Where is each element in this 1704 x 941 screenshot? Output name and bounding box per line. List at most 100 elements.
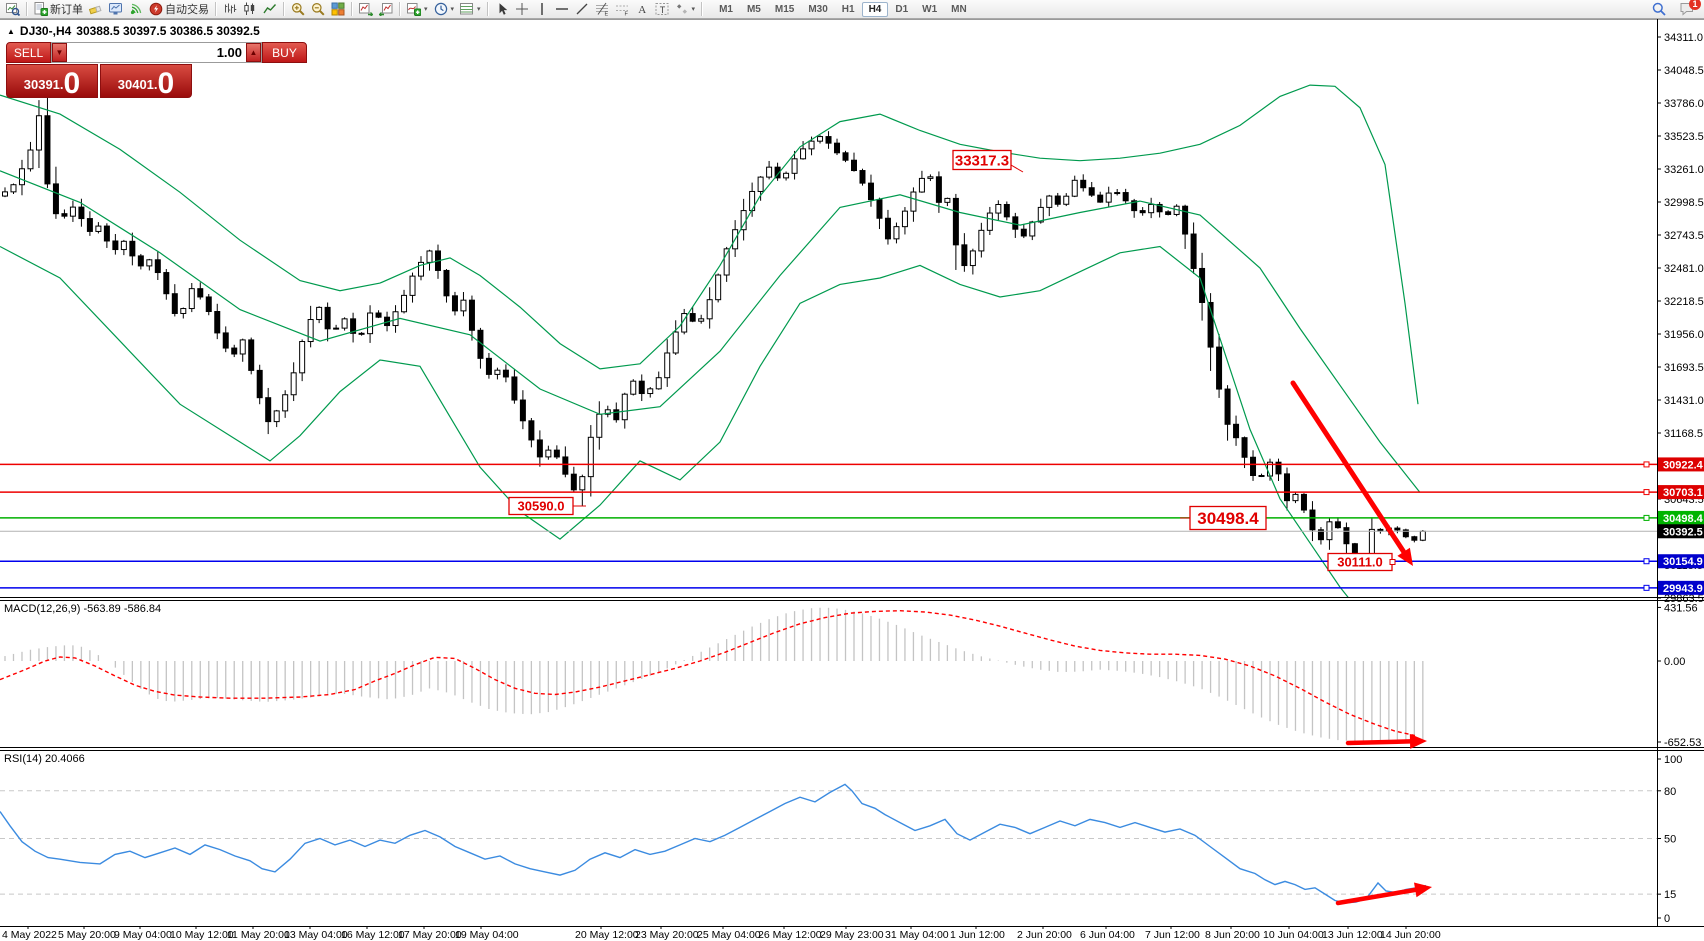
svg-text:20 May 12:00: 20 May 12:00 [575,929,639,941]
arrow-price[interactable] [1290,380,1407,555]
toolbar-separator [215,2,217,16]
timeframe-mn[interactable]: MN [951,3,967,15]
volume-input[interactable] [67,43,246,62]
timeframe-m15[interactable]: M15 [774,3,795,15]
svg-text:16 May 12:00: 16 May 12:00 [341,929,405,941]
price-label-box[interactable] [952,149,1012,171]
svg-text:31 May 04:00: 31 May 04:00 [885,929,949,941]
monitor-button[interactable] [106,0,126,18]
vertical-line-button[interactable] [532,0,552,18]
svg-text:30498.4: 30498.4 [1197,509,1259,528]
price-label-box[interactable] [1189,505,1267,531]
search-button[interactable] [1649,0,1669,18]
cursor-button[interactable] [492,0,512,18]
hline-handle[interactable] [1643,461,1650,468]
crosshair-button[interactable] [512,0,532,18]
channel-button[interactable]: F [612,0,632,18]
svg-text:14 Jun 20:00: 14 Jun 20:00 [1380,929,1441,941]
price-badges: 30922.4 30703.1 30498.4 30154.9 29943.9 30392… [1658,457,1704,595]
collapse-trade-panel-icon[interactable]: ▲ [7,26,15,36]
trendline-button[interactable] [572,0,592,18]
svg-text:9 May 04:00: 9 May 04:00 [114,929,172,941]
toolbar-separator [26,2,28,16]
tile-windows-button[interactable] [328,0,348,18]
eraser-button[interactable] [86,0,106,18]
chevron-down-icon: ▾ [691,6,696,13]
chart-profile-next-button[interactable] [356,0,376,18]
svg-text:4 May 2022: 4 May 2022 [2,929,57,941]
new-order-button[interactable]: 新订单 [31,0,86,19]
timeframe-m5[interactable]: M5 [746,3,761,15]
toolbar-button-label: 自动交易 [165,4,209,16]
cursor-icon [499,3,507,15]
timeframe-m1[interactable]: M1 [719,3,733,15]
chart-search-button[interactable] [3,0,23,18]
shapes-button[interactable]: ▾ [672,0,699,18]
svg-text:0.00: 0.00 [1664,656,1685,668]
svg-text:31956.0: 31956.0 [1664,329,1704,341]
timeframe-m30[interactable]: M30 [808,3,828,15]
autotrade-icon [149,2,163,16]
volume-decrease-button[interactable]: ▼ [52,43,67,62]
text-button[interactable]: A [632,0,652,18]
buy-price-panel[interactable]: 30401. 0 [100,64,192,99]
line-chart-button[interactable] [260,0,280,18]
notifications-button[interactable]: 1 [1677,0,1701,18]
label-handle[interactable] [1389,559,1396,565]
price-label-box[interactable] [508,496,574,516]
timeframe-h4[interactable]: H4 [861,1,889,17]
svg-text:34311.0: 34311.0 [1664,32,1703,44]
svg-text:17 May 20:00: 17 May 20:00 [398,929,462,941]
horizontal-line-button[interactable] [552,0,572,18]
svg-text:30498.4: 30498.4 [1663,513,1704,525]
toolbar-separator [486,2,489,16]
trend-arrows [1290,380,1432,906]
buy-price: 30401. [117,77,158,92]
chevron-down-icon: ▾ [450,6,455,13]
svg-text:34048.5: 34048.5 [1664,65,1704,77]
svg-text:6 Jun 04:00: 6 Jun 04:00 [1080,929,1135,941]
text-label-icon: T [655,3,669,15]
timeframe-w1[interactable]: W1 [922,3,938,15]
zoom-in-button[interactable] [288,0,308,18]
autotrade-button[interactable]: 自动交易 [146,0,212,19]
hline-handle[interactable] [1643,514,1650,521]
svg-text:13 Jun 12:00: 13 Jun 12:00 [1322,929,1383,941]
fibonacci-button[interactable]: E [592,0,612,18]
sell-button[interactable]: SELL [6,42,51,63]
hline-handle[interactable] [1643,558,1650,565]
notification-badge: 1 [1689,0,1701,10]
candle-chart-button[interactable] [240,0,260,18]
arrow-macd[interactable] [1345,739,1413,746]
buy-button[interactable]: BUY [262,42,307,63]
chart-profile-next-icon [359,3,373,16]
timeframe-h1[interactable]: H1 [841,3,855,15]
text-label-button[interactable]: T [652,0,672,18]
rsi-line [0,783,1427,904]
indicators-button[interactable]: ▾ [404,0,431,18]
periods-icon [434,2,447,16]
svg-text:33786.0: 33786.0 [1664,98,1704,110]
chart-profile-prev-button[interactable] [376,0,396,18]
svg-text:26 May 12:00: 26 May 12:00 [758,929,822,941]
arrow-rsi[interactable] [1335,887,1418,906]
timeframe-d1[interactable]: D1 [895,3,909,15]
sell-price-panel[interactable]: 30391. 0 [6,64,98,99]
volume-increase-button[interactable]: ▲ [246,43,261,62]
svg-text:32218.5: 32218.5 [1664,296,1704,308]
templates-button[interactable]: ▾ [457,0,484,18]
toolbar-separator [399,2,401,16]
macd-title: MACD(12,26,9) -563.89 -586.84 [4,603,161,615]
periods-button[interactable]: ▾ [431,0,458,18]
svg-text:31693.5: 31693.5 [1664,362,1704,374]
zoom-out-button[interactable] [308,0,328,18]
hline-handle[interactable] [1643,584,1650,591]
rsi-axis: 100 80 50 15 0 [1657,754,1682,925]
hline-handle[interactable] [1643,489,1650,496]
crosshair-icon [515,3,528,15]
bar-chart-button[interactable] [220,0,240,18]
bollinger-lower [0,245,1349,597]
signal-button[interactable] [126,0,146,18]
